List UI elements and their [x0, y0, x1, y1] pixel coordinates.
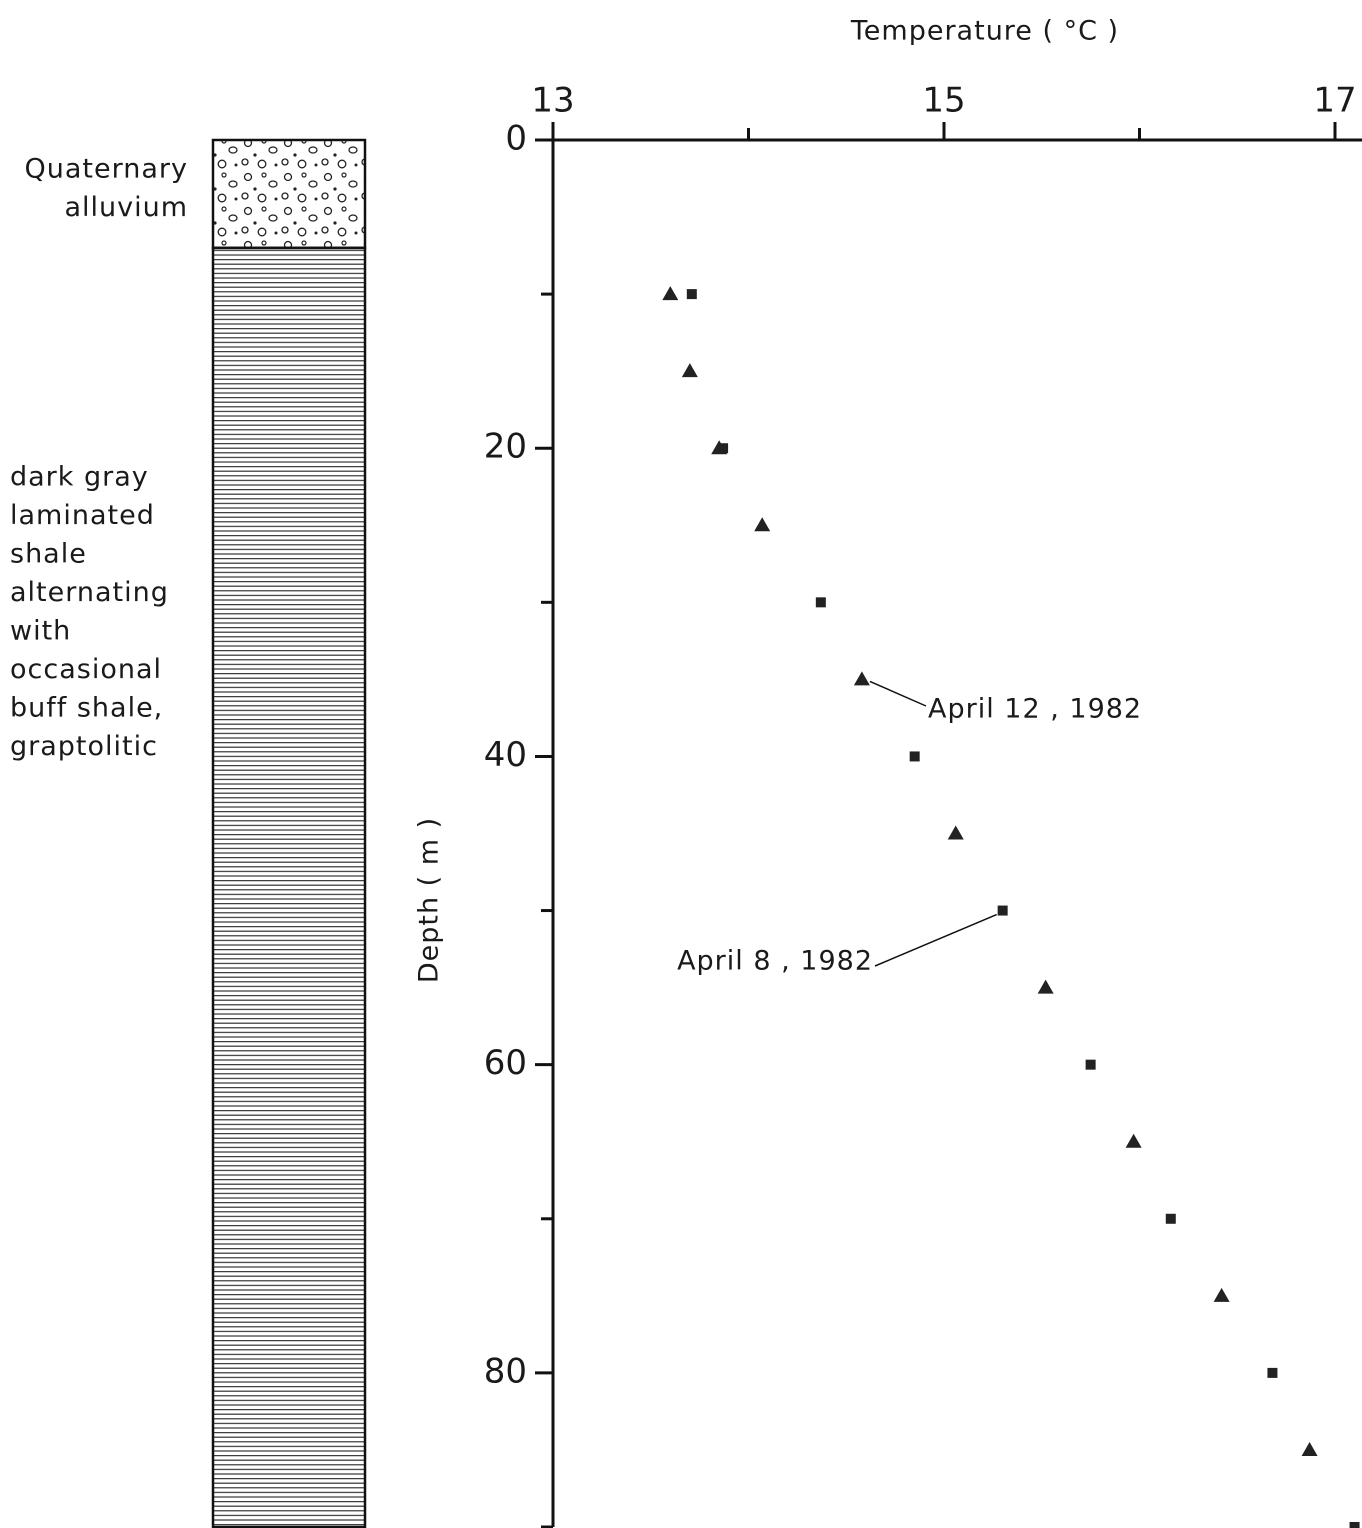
lithology-label: buff shale,	[10, 693, 163, 724]
x-tick-label: 17	[1313, 81, 1356, 121]
lithology-unit	[211, 246, 367, 1528]
triangle-marker	[1213, 1287, 1230, 1302]
square-marker	[1165, 1213, 1176, 1224]
lithology-unit	[211, 138, 367, 250]
triangle-marker	[1301, 1441, 1318, 1456]
leader-line	[869, 680, 927, 707]
x-axis-title: Temperature ( °C )	[850, 16, 1119, 47]
lithology-label: alluvium	[64, 192, 188, 223]
y-tick-label: 0	[505, 119, 527, 159]
lithology-label: Quaternary	[25, 154, 188, 185]
triangle-marker	[853, 671, 870, 686]
leader-line	[874, 913, 997, 967]
triangle-marker	[754, 517, 771, 532]
square-marker	[997, 905, 1008, 916]
lithology-label: shale	[10, 539, 87, 570]
triangle-marker	[1037, 979, 1054, 994]
y-tick-label: 20	[484, 427, 527, 467]
series-label: April 12 , 1982	[928, 694, 1142, 725]
triangle-marker	[947, 825, 964, 840]
x-tick-label: 13	[531, 81, 574, 121]
triangle-marker	[1125, 1133, 1142, 1148]
y-tick-label: 80	[484, 1351, 527, 1391]
square-marker	[1085, 1059, 1096, 1070]
lithology-label: occasional	[10, 654, 162, 685]
square-marker	[909, 751, 920, 762]
square-marker	[1267, 1367, 1278, 1378]
y-tick-label: 40	[484, 735, 527, 775]
lithology-label: graptolitic	[10, 731, 158, 762]
lithology-label: alternating	[10, 577, 169, 608]
x-tick-label: 15	[922, 81, 965, 121]
square-marker	[815, 597, 826, 608]
triangle-marker	[711, 440, 728, 455]
lithology-label: with	[10, 616, 71, 647]
series-label: April 8 , 1982	[677, 946, 873, 977]
y-tick-label: 60	[484, 1043, 527, 1083]
lithology-label: laminated	[10, 500, 155, 531]
y-axis-title: Depth ( m )	[414, 817, 445, 983]
lithology-label: dark gray	[10, 462, 149, 493]
square-marker	[1349, 1522, 1360, 1528]
square-marker	[686, 289, 697, 300]
triangle-marker	[662, 286, 679, 301]
triangle-marker	[681, 363, 698, 378]
